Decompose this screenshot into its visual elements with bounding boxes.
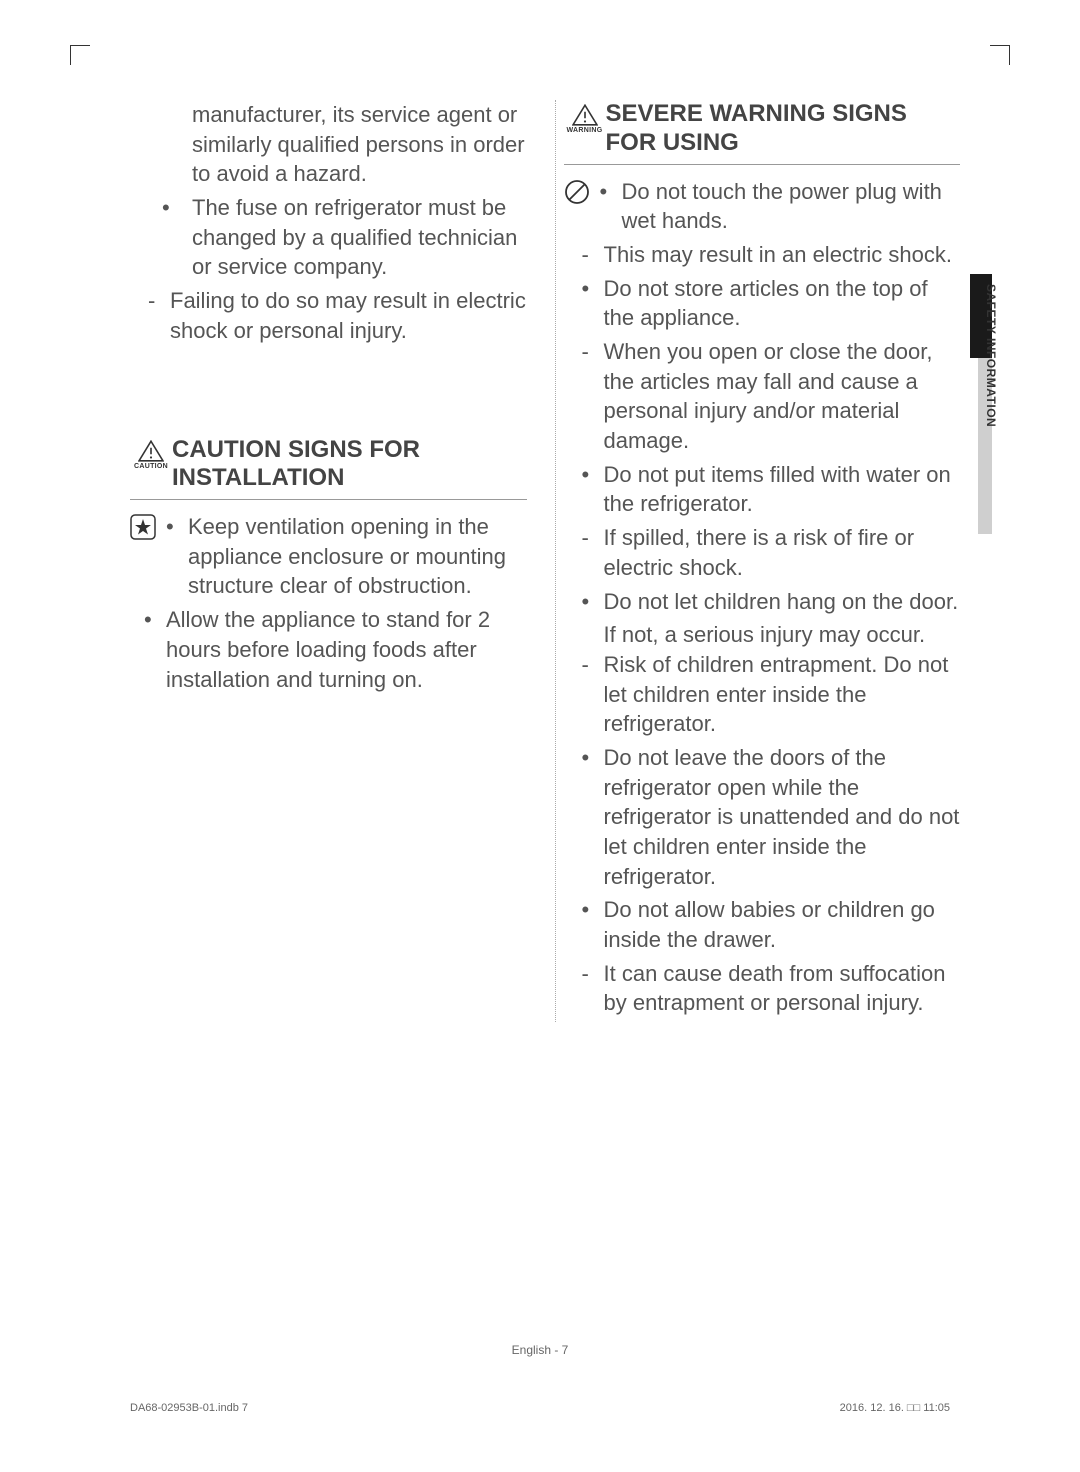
bullet-marker: • — [162, 193, 192, 282]
dash-marker: - — [582, 337, 604, 456]
item-text: Keep ventilation opening in the applianc… — [188, 512, 527, 601]
item-text: Do not touch the power plug with wet han… — [622, 177, 961, 236]
item-text: If not, a serious injury may occur. — [564, 620, 961, 650]
dash-marker: - — [582, 523, 604, 582]
list-item: • Do not allow babies or children go ins… — [564, 895, 961, 954]
list-item: - This may result in an electric shock. — [564, 240, 961, 270]
bullet-marker: • — [582, 274, 604, 333]
icon-label: CAUTION — [134, 462, 168, 471]
right-column: WARNING SEVERE WARNING SIGNS FOR USING •… — [555, 100, 961, 1022]
continuation-text: manufacturer, its service agent or simil… — [130, 100, 527, 189]
item-text: Do not allow babies or children go insid… — [604, 895, 961, 954]
item-text: Risk of children entrapment. Do not let … — [604, 650, 961, 739]
footer-timestamp: 2016. 12. 16. □□ 11:05 — [840, 1402, 950, 1414]
item-text: Do not store articles on the top of the … — [604, 274, 961, 333]
list-item: - Risk of children entrapment. Do not le… — [564, 650, 961, 739]
heading-text: CAUTION SIGNS FOR INSTALLATION — [172, 436, 527, 494]
list-item: • Do not store articles on the top of th… — [564, 274, 961, 333]
dash-marker: - — [148, 286, 170, 345]
star-note-row: • Keep ventilation opening in the applia… — [130, 512, 527, 601]
crop-mark — [990, 45, 1010, 65]
star-box-icon — [130, 512, 166, 601]
item-text: Do not leave the doors of the refrigerat… — [604, 743, 961, 891]
side-tab-label: SAFETY INFORMATION — [984, 284, 998, 427]
warning-icon: WARNING — [564, 104, 606, 135]
footer-page-number: English - 7 — [0, 1343, 1080, 1357]
item-text: Do not let children hang on the door. — [604, 587, 959, 617]
crop-mark — [70, 45, 90, 65]
item-text: The fuse on refrigerator must be changed… — [192, 193, 527, 282]
list-item: • Do not let children hang on the door. — [564, 587, 961, 617]
list-item: • The fuse on refrigerator must be chang… — [130, 193, 527, 282]
page-body: manufacturer, its service agent or simil… — [130, 100, 960, 1022]
item-text: If spilled, there is a risk of fire or e… — [604, 523, 961, 582]
list-item: - It can cause death from suffocation by… — [564, 959, 961, 1018]
side-tab: SAFETY INFORMATION — [972, 274, 992, 534]
bullet-marker: • — [166, 512, 188, 601]
item-text: Allow the appliance to stand for 2 hours… — [166, 605, 527, 694]
list-item: • Allow the appliance to stand for 2 hou… — [130, 605, 527, 694]
list-item: - If spilled, there is a risk of fire or… — [564, 523, 961, 582]
list-item: • Do not leave the doors of the refriger… — [564, 743, 961, 891]
dash-marker: - — [582, 240, 604, 270]
bullet-marker: • — [144, 605, 166, 694]
dash-marker: - — [582, 959, 604, 1018]
item-text: This may result in an electric shock. — [604, 240, 952, 270]
bullet-marker: • — [582, 460, 604, 519]
item-text: Do not put items filled with water on th… — [604, 460, 961, 519]
left-column: manufacturer, its service agent or simil… — [130, 100, 535, 1022]
bullet-marker: • — [582, 587, 604, 617]
item-text: Failing to do so may result in electric … — [170, 286, 527, 345]
item-text: When you open or close the door, the art… — [604, 337, 961, 456]
caution-icon: CAUTION — [130, 440, 172, 471]
heading-text: SEVERE WARNING SIGNS FOR USING — [606, 100, 961, 158]
bullet-marker: • — [600, 177, 622, 236]
bullet-marker: • — [582, 895, 604, 954]
bullet-marker: • — [582, 743, 604, 891]
list-item: - When you open or close the door, the a… — [564, 337, 961, 456]
list-item: - Failing to do so may result in electri… — [130, 286, 527, 345]
icon-label: WARNING — [567, 126, 603, 135]
list-item: • Do not put items filled with water on … — [564, 460, 961, 519]
footer-file-name: DA68-02953B-01.indb 7 — [130, 1402, 248, 1414]
dash-marker: - — [582, 650, 604, 739]
section-heading-caution: CAUTION CAUTION SIGNS FOR INSTALLATION — [130, 436, 527, 501]
prohibit-note-row: • Do not touch the power plug with wet h… — [564, 177, 961, 236]
section-heading-warning: WARNING SEVERE WARNING SIGNS FOR USING — [564, 100, 961, 165]
item-text: It can cause death from suffocation by e… — [604, 959, 961, 1018]
prohibit-icon — [564, 177, 600, 236]
